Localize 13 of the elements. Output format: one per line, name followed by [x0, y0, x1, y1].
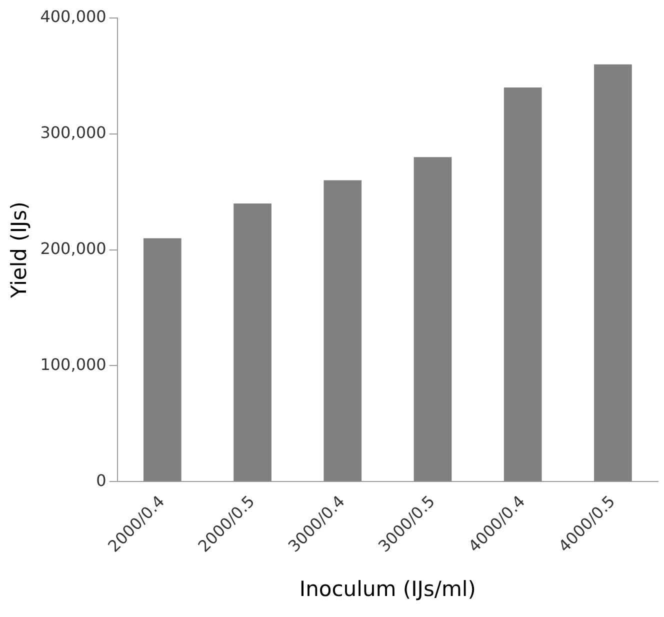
y-tick-label: 0: [96, 470, 106, 490]
y-tick-label: 400,000: [40, 7, 106, 26]
bar: [594, 64, 632, 482]
bar: [504, 88, 542, 482]
bar: [234, 203, 272, 482]
y-tick-label: 100,000: [40, 354, 106, 374]
x-axis-title: Inoculum (IJs/ml): [299, 576, 476, 601]
y-tick-label: 300,000: [40, 123, 106, 142]
y-tick-label: 200,000: [40, 238, 106, 258]
bar: [414, 157, 452, 482]
bar: [143, 238, 182, 482]
bar: [324, 180, 362, 482]
y-axis-title: Yield (IJs): [7, 202, 32, 300]
